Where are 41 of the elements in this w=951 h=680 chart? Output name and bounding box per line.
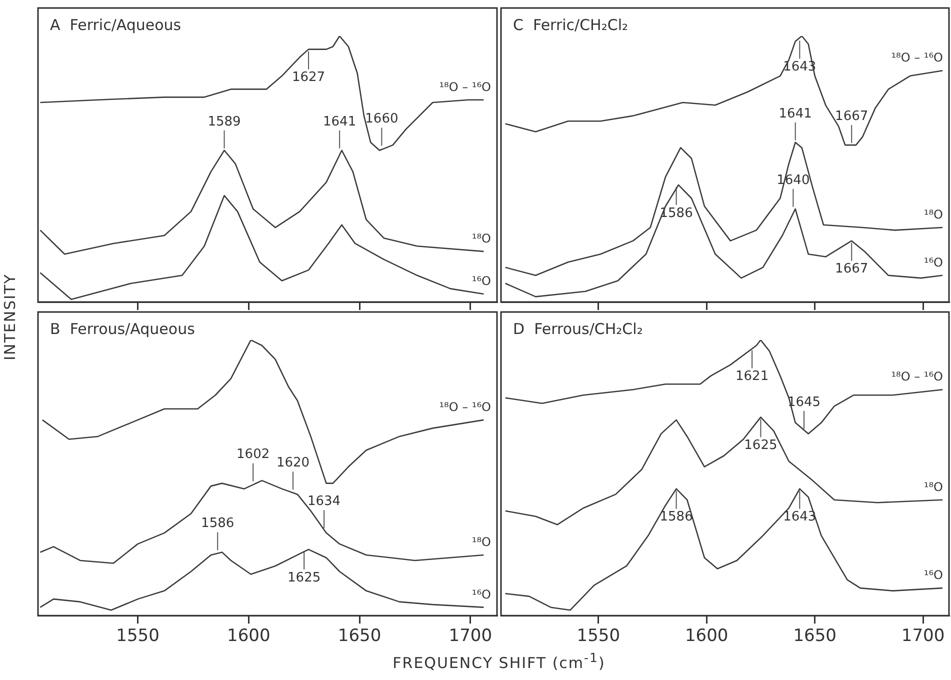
annotation: 1625 bbox=[288, 570, 321, 586]
x-tick-label: 1650 bbox=[793, 626, 836, 646]
series-label: ¹⁶O bbox=[472, 587, 491, 602]
series-label: ¹⁶O bbox=[924, 256, 943, 270]
annotation: 1625 bbox=[744, 438, 778, 454]
x-tick-label: 1600 bbox=[227, 626, 270, 646]
annotation: 1667 bbox=[835, 262, 868, 277]
annotation: 1667 bbox=[835, 108, 868, 124]
annotation: 1641 bbox=[778, 106, 812, 122]
annotation: 1620 bbox=[276, 455, 310, 470]
series-label: ¹⁸O bbox=[472, 232, 491, 246]
annotation: 1641 bbox=[323, 114, 356, 130]
x-tick-label: 1550 bbox=[116, 626, 160, 646]
series-label: ¹⁸O bbox=[472, 535, 491, 550]
annotation: 1634 bbox=[307, 494, 341, 510]
annotation: 1602 bbox=[236, 447, 270, 462]
annotation: 1586 bbox=[660, 510, 693, 525]
x-axis-title: FREQUENCY SHIFT (cm$^{-1}$) bbox=[392, 650, 606, 672]
series-label: ¹⁶O bbox=[472, 274, 491, 288]
series-label: ¹⁸O – ¹⁶O bbox=[891, 50, 943, 65]
annotation: 1589 bbox=[208, 114, 241, 130]
annotation: 1627 bbox=[292, 70, 326, 86]
annotation: 1621 bbox=[736, 369, 769, 384]
series-label: ¹⁸O bbox=[924, 480, 943, 494]
x-tick-label: 1600 bbox=[684, 626, 728, 646]
y-axis-title: INTENSITY bbox=[1, 272, 19, 362]
annotation: 1660 bbox=[365, 112, 398, 127]
x-tick-label: 1650 bbox=[338, 626, 382, 646]
x-tick-label: 1700 bbox=[448, 626, 492, 646]
x-tick-label: 1550 bbox=[576, 626, 620, 646]
chart-title: D Ferrous/CH₂Cl₂ bbox=[513, 320, 643, 338]
series-label: ¹⁸O – ¹⁶O bbox=[891, 370, 943, 384]
series-label: ¹⁸O bbox=[924, 208, 943, 222]
annotation: 1586 bbox=[201, 516, 234, 532]
chart-title: C Ferric/CH₂Cl₂ bbox=[513, 16, 628, 34]
x-tick-label: 1700 bbox=[901, 626, 945, 646]
chart-title: A Ferric/Aqueous bbox=[50, 16, 182, 34]
chart-title: B Ferrous/Aqueous bbox=[50, 320, 196, 338]
series-label: ¹⁸O – ¹⁶O bbox=[439, 400, 491, 414]
series-label: ¹⁸O – ¹⁶O bbox=[439, 80, 491, 94]
series-label: ¹⁶O bbox=[924, 568, 943, 582]
